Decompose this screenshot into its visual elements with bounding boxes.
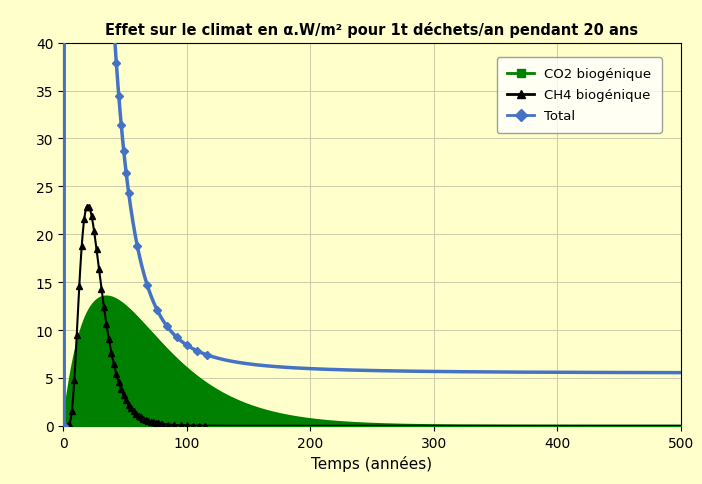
Legend: CO2 biogénique, CH4 biogénique, Total: CO2 biogénique, CH4 biogénique, Total xyxy=(497,58,662,134)
X-axis label: Temps (années): Temps (années) xyxy=(312,455,432,471)
Title: Effet sur le climat en α.W/m² pour 1t déchets/an pendant 20 ans: Effet sur le climat en α.W/m² pour 1t dé… xyxy=(105,22,639,38)
